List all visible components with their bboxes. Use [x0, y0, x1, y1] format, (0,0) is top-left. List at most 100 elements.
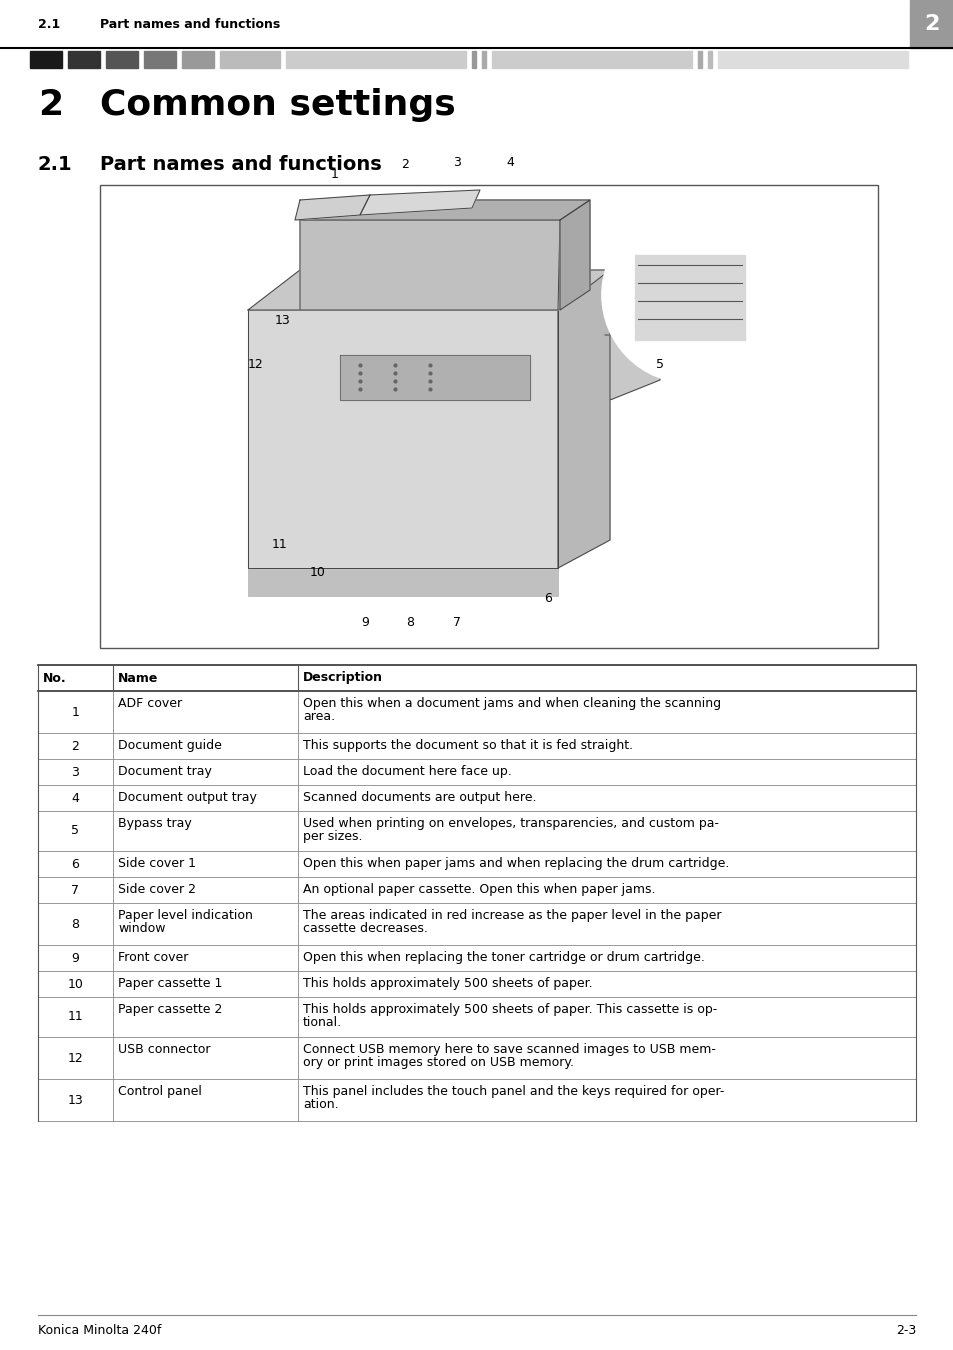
Text: 3: 3 [453, 155, 460, 169]
Bar [30, 51, 62, 68]
Text: Part names and functions: Part names and functions [100, 155, 381, 174]
Text: Open this when paper jams and when replacing the drum cartridge.: Open this when paper jams and when repla… [303, 857, 729, 869]
Text: This supports the document so that it is fed straight.: This supports the document so that it is… [303, 738, 633, 752]
Text: 2: 2 [923, 14, 939, 34]
Bar [182, 51, 213, 68]
Text: 9: 9 [360, 616, 369, 629]
Text: 11: 11 [68, 1011, 83, 1023]
Bar [38, 971, 915, 998]
Bar [286, 51, 465, 68]
Bar [0, 0, 953, 49]
Bar [38, 784, 915, 811]
Bar [38, 1079, 915, 1120]
Text: 12: 12 [68, 1052, 83, 1065]
Text: 12: 12 [248, 359, 264, 371]
Text: 5: 5 [656, 359, 663, 371]
Text: Paper cassette 2: Paper cassette 2 [118, 1003, 222, 1017]
Text: USB connector: USB connector [118, 1044, 211, 1056]
Bar [472, 51, 476, 68]
Text: This panel includes the touch panel and the keys required for oper-: This panel includes the touch panel and … [303, 1085, 723, 1098]
Polygon shape [299, 220, 559, 310]
Text: area.: area. [303, 710, 335, 724]
Text: 9: 9 [71, 952, 79, 964]
Text: 10: 10 [310, 566, 326, 579]
Bar [68, 51, 100, 68]
Text: Paper level indication: Paper level indication [118, 909, 253, 922]
Polygon shape [339, 355, 530, 400]
Text: Used when printing on envelopes, transparencies, and custom pa-: Used when printing on envelopes, transpa… [303, 817, 719, 830]
Text: 6: 6 [71, 857, 79, 871]
Text: ation.: ation. [303, 1098, 338, 1111]
Bar [38, 811, 915, 850]
Text: 1: 1 [71, 706, 79, 718]
Text: 13: 13 [68, 1094, 83, 1107]
Bar [492, 51, 691, 68]
Text: An optional paper cassette. Open this when paper jams.: An optional paper cassette. Open this wh… [303, 883, 655, 896]
Text: Description: Description [303, 671, 382, 684]
Text: Konica Minolta 240f: Konica Minolta 240f [38, 1323, 161, 1336]
Bar [38, 666, 915, 691]
Text: The areas indicated in red increase as the paper level in the paper: The areas indicated in red increase as t… [303, 909, 720, 922]
Text: 3: 3 [71, 765, 79, 779]
Text: Bypass tray: Bypass tray [118, 817, 192, 830]
Bar [909, 0, 953, 49]
Text: tional.: tional. [303, 1017, 342, 1029]
Text: 8: 8 [406, 616, 414, 629]
Text: 4: 4 [71, 791, 79, 805]
Polygon shape [559, 200, 589, 310]
Text: 7: 7 [71, 883, 79, 896]
Text: Front cover: Front cover [118, 950, 188, 964]
Polygon shape [248, 270, 609, 310]
Bar [718, 51, 907, 68]
Text: Open this when replacing the toner cartridge or drum cartridge.: Open this when replacing the toner cartr… [303, 950, 704, 964]
Bar [220, 51, 280, 68]
Text: 6: 6 [543, 591, 552, 605]
Text: This holds approximately 500 sheets of paper. This cassette is op-: This holds approximately 500 sheets of p… [303, 1003, 717, 1017]
Text: 2: 2 [38, 88, 63, 122]
Bar [38, 691, 915, 733]
Text: 13: 13 [274, 313, 291, 327]
Text: Scanned documents are output here.: Scanned documents are output here. [303, 791, 536, 805]
Polygon shape [635, 255, 744, 340]
Polygon shape [359, 190, 479, 215]
Text: 2-3: 2-3 [895, 1323, 915, 1336]
Text: ADF cover: ADF cover [118, 697, 182, 710]
Polygon shape [294, 194, 370, 220]
Text: Side cover 1: Side cover 1 [118, 857, 195, 869]
Text: Paper cassette 1: Paper cassette 1 [118, 977, 222, 990]
Text: ory or print images stored on USB memory.: ory or print images stored on USB memory… [303, 1056, 574, 1069]
Polygon shape [248, 310, 558, 568]
Text: 10: 10 [68, 977, 83, 991]
Bar [38, 903, 915, 945]
Bar [38, 878, 915, 903]
Bar [144, 51, 175, 68]
Bar [106, 51, 138, 68]
Text: This holds approximately 500 sheets of paper.: This holds approximately 500 sheets of p… [303, 977, 592, 990]
Text: 2.1: 2.1 [38, 155, 72, 174]
Polygon shape [609, 279, 659, 400]
Text: No.: No. [43, 671, 67, 684]
Text: cassette decreases.: cassette decreases. [303, 922, 428, 936]
Polygon shape [558, 270, 609, 568]
Bar [100, 185, 877, 648]
Text: 7: 7 [453, 616, 460, 629]
Text: Document tray: Document tray [118, 765, 212, 778]
Bar [38, 733, 915, 759]
Text: 4: 4 [505, 155, 514, 169]
Text: 5: 5 [71, 825, 79, 837]
Text: Part names and functions: Part names and functions [100, 18, 280, 31]
Bar [38, 759, 915, 784]
Circle shape [601, 207, 778, 383]
Text: 11: 11 [272, 539, 288, 552]
Bar [698, 51, 701, 68]
Text: Connect USB memory here to save scanned images to USB mem-: Connect USB memory here to save scanned … [303, 1044, 715, 1056]
Text: per sizes.: per sizes. [303, 830, 362, 842]
Text: Control panel: Control panel [118, 1085, 202, 1098]
Text: Open this when a document jams and when cleaning the scanning: Open this when a document jams and when … [303, 697, 720, 710]
Text: Document guide: Document guide [118, 738, 222, 752]
Bar [248, 540, 558, 568]
Bar [481, 51, 485, 68]
Text: Side cover 2: Side cover 2 [118, 883, 195, 896]
Polygon shape [299, 200, 589, 220]
Bar [707, 51, 711, 68]
